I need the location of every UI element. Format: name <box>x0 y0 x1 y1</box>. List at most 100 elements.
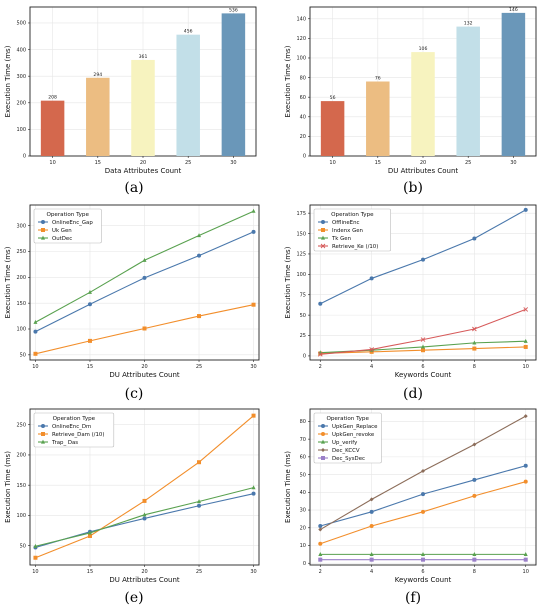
y-tick-label: 175 <box>296 211 306 217</box>
legend-title: Operation Type <box>326 416 369 422</box>
y-tick-label: 250 <box>16 249 26 255</box>
y-tick-label: 300 <box>16 223 26 229</box>
x-axis-title: Keywords Count <box>395 576 452 584</box>
x-tick-label: 2 <box>319 569 322 575</box>
legend-marker <box>321 235 325 240</box>
legend-box <box>313 208 391 252</box>
legend-title: Operation Type <box>53 416 96 422</box>
y-tick-label: 25 <box>300 333 306 339</box>
legend-label: Indenx Gen <box>332 228 363 234</box>
series-3 <box>317 307 529 357</box>
y-tick-label: 10 <box>300 543 306 549</box>
y-tick-label: 60 <box>300 455 306 461</box>
bar-30 <box>501 12 526 157</box>
data-point <box>33 555 38 560</box>
data-point <box>142 498 147 503</box>
x-tick-label: 30 <box>510 160 516 166</box>
y-axis-title: Execution Time (ms) <box>4 45 12 117</box>
legend-box <box>313 412 382 464</box>
x-tick-label: 20 <box>420 160 426 166</box>
y-tick-label: 75 <box>300 292 306 298</box>
y-tick-label: 140 <box>296 16 306 22</box>
data-point <box>472 346 477 351</box>
legend-marker <box>321 228 325 232</box>
y-tick-label: 200 <box>16 453 26 459</box>
data-point <box>421 469 425 474</box>
x-tick-label: 25 <box>185 160 191 166</box>
bar-value-label: 361 <box>139 54 148 60</box>
data-point <box>197 233 202 238</box>
x-tick-label: 10 <box>523 364 529 370</box>
legend-label: Dec_KCCV <box>332 448 360 454</box>
data-point <box>87 338 92 343</box>
bar-30 <box>221 13 246 157</box>
data-point <box>369 509 374 514</box>
bar-15 <box>366 81 390 156</box>
legend-marker <box>41 220 45 224</box>
x-tick-label: 15 <box>375 160 381 166</box>
legend: Operation Type OnlineEnc_Gap Uk Gen OutDec <box>33 208 102 244</box>
y-tick-label: 20 <box>300 134 306 140</box>
y-tick-label: 250 <box>16 422 26 428</box>
data-point <box>472 551 477 556</box>
data-point <box>369 347 374 352</box>
x-axis-title: DU Attributes Count <box>109 371 180 379</box>
data-point <box>523 414 528 419</box>
y-tick-label: 120 <box>296 36 306 42</box>
legend-label: UpkGen_revoke <box>332 432 375 438</box>
data-point <box>142 275 147 280</box>
legend-title: Operation Type <box>46 212 89 218</box>
data-point <box>523 463 528 468</box>
data-point <box>318 541 323 546</box>
data-point <box>523 479 528 484</box>
data-point <box>420 337 426 342</box>
data-point <box>421 348 425 353</box>
x-tick-label: 25 <box>465 160 471 166</box>
data-point <box>142 516 147 521</box>
legend-label: Up_verify <box>332 440 358 446</box>
data-point <box>251 491 256 496</box>
data-point <box>472 477 477 482</box>
legend-label: Trap_ Das <box>51 440 78 446</box>
data-point <box>142 512 147 517</box>
data-point <box>251 302 256 307</box>
x-tick-label: 8 <box>473 569 476 575</box>
panel-label: (b) <box>403 180 423 196</box>
data-point <box>421 557 425 562</box>
panel-label: (c) <box>125 386 144 402</box>
data-point <box>523 557 528 562</box>
data-point <box>369 524 374 528</box>
data-point <box>317 351 323 357</box>
legend-label: Retrieve_Ke (/10) <box>332 244 378 250</box>
series-1 <box>33 413 256 560</box>
y-tick-label: 150 <box>296 231 306 237</box>
y-tick-label: 400 <box>16 47 26 53</box>
chart-panel-c: 50 100 150 200 250 300 10 15 20 25 30 DU Attributes… <box>4 204 260 402</box>
legend-label: Tk Gen <box>331 236 351 242</box>
x-tick-label: 8 <box>473 364 476 370</box>
bar-value-label: 536 <box>229 7 238 13</box>
data-point <box>421 344 425 349</box>
data-point <box>472 557 477 562</box>
legend-marker <box>41 439 45 444</box>
data-point <box>87 533 92 538</box>
data-point <box>472 326 477 332</box>
series-2 <box>33 485 256 548</box>
legend-label: OnlineEnc_Gap <box>52 220 93 226</box>
data-point <box>318 524 323 528</box>
legend-marker <box>41 235 45 240</box>
bar-15 <box>86 77 110 156</box>
data-point <box>251 485 256 490</box>
y-tick-label: 40 <box>300 490 306 496</box>
x-tick-label: 30 <box>250 569 256 575</box>
x-axis-title: Keywords Count <box>395 371 452 379</box>
data-point <box>318 301 323 306</box>
data-point <box>523 338 528 343</box>
y-tick-label: 200 <box>16 275 26 281</box>
bar-value-label: 76 <box>375 76 381 82</box>
x-tick-label: 6 <box>421 364 424 370</box>
data-point <box>197 499 202 504</box>
data-point <box>421 509 425 514</box>
data-point <box>523 344 528 349</box>
chart-panel-f: 0 10 20 30 40 50 60 70 80 2 4 6 8 10 Keywords Count Exe… <box>284 408 537 606</box>
